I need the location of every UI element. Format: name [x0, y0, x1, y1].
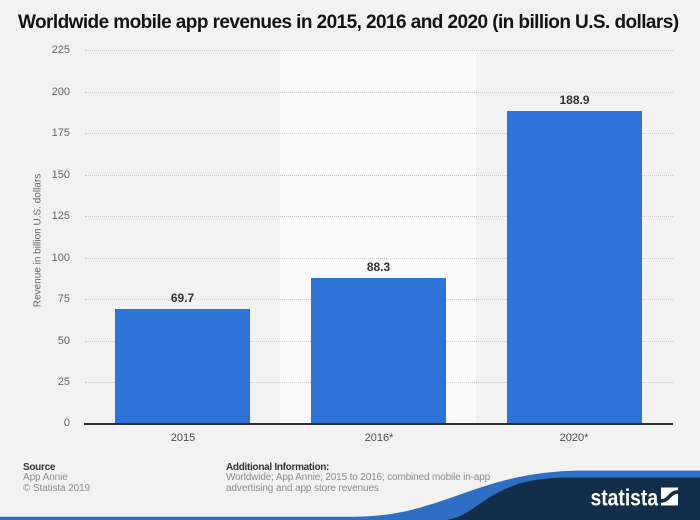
svg-text:statista: statista — [591, 486, 659, 511]
